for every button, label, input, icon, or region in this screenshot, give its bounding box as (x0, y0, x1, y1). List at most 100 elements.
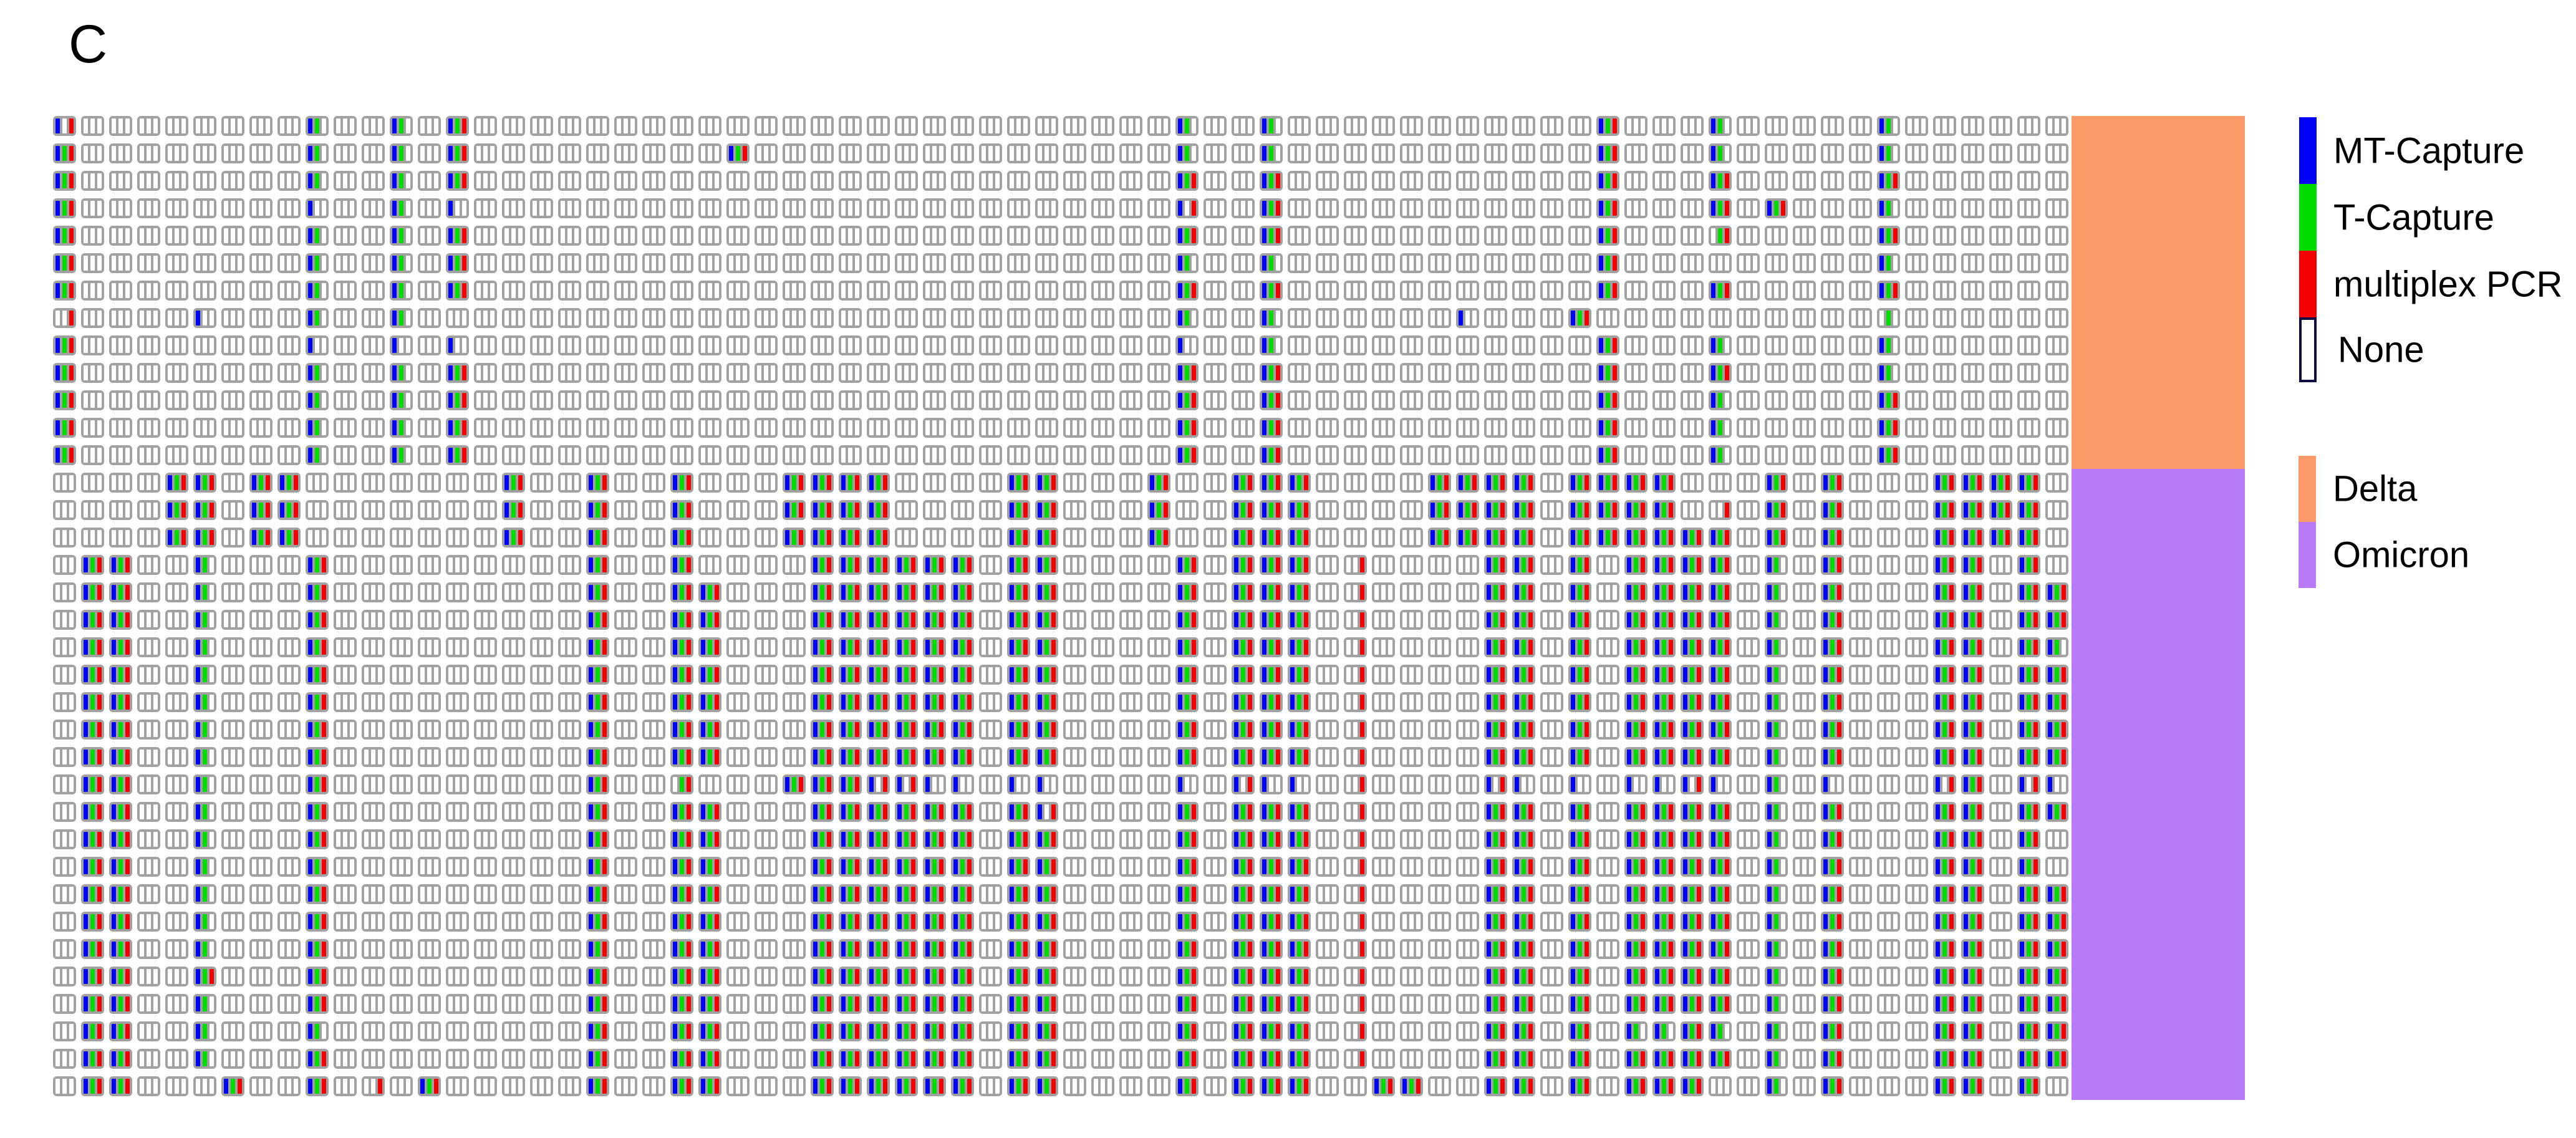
cell-empty-slot (589, 228, 593, 243)
cell-empty-slot (1094, 201, 1098, 216)
cell-stripe (1767, 475, 1772, 490)
grid-cell (249, 473, 273, 493)
cell-empty-slot (2062, 420, 2066, 435)
cell-empty-slot (511, 420, 516, 435)
cell-empty-slot (1921, 557, 1926, 572)
cell-empty-slot (2055, 365, 2059, 380)
cell-stripe (1655, 557, 1659, 572)
grid-cell (1596, 281, 1619, 301)
cell-empty-slot (1437, 557, 1442, 572)
cell-empty-slot (539, 146, 544, 161)
cell-stripe (602, 530, 607, 545)
cell-stripe (1262, 475, 1266, 490)
grid-cell (306, 116, 329, 136)
grid-cell (165, 445, 188, 465)
cell-empty-slot (1157, 256, 1161, 271)
grid-cell (306, 363, 329, 383)
grid-cell (1905, 281, 1928, 301)
grid-cell (1400, 500, 1423, 520)
cell-empty-slot (181, 201, 186, 216)
cell-empty-slot (1010, 283, 1014, 298)
cell-empty-slot (617, 420, 621, 435)
cell-stripe (1297, 557, 1301, 572)
grid-cell (923, 171, 946, 191)
cell-empty-slot (399, 503, 403, 518)
cell-empty-slot (939, 503, 943, 518)
cell-empty-slot (539, 256, 544, 271)
cell-empty-slot (652, 256, 656, 271)
grid-cell (1147, 390, 1170, 410)
grid-cell (811, 473, 834, 493)
cell-empty-slot (1893, 338, 1898, 353)
cell-empty-slot (1746, 557, 1750, 572)
grid-cell (193, 418, 216, 438)
cell-empty-slot (1914, 311, 1919, 325)
grid-cell (1793, 253, 1816, 273)
cell-empty-slot (1416, 530, 1421, 545)
grid-cell (2045, 500, 2068, 520)
cell-empty-slot (1016, 393, 1021, 408)
grid-cell (446, 335, 469, 355)
grid-cell (1232, 116, 1255, 136)
grid-cell (979, 335, 1002, 355)
cell-empty-slot (1662, 146, 1666, 161)
cell-empty-slot (757, 557, 761, 572)
cell-empty-slot (504, 393, 509, 408)
cell-empty-slot (483, 228, 488, 243)
cell-empty-slot (1515, 201, 1519, 216)
cell-empty-slot (876, 118, 880, 133)
cell-empty-slot (1465, 448, 1470, 463)
grid-cell (1933, 500, 1956, 520)
cell-empty-slot (84, 146, 88, 161)
cell-empty-slot (1122, 420, 1126, 435)
cell-empty-slot (427, 228, 432, 243)
grid-cell (811, 198, 834, 218)
cell-stripe (315, 283, 319, 298)
cell-empty-slot (589, 118, 593, 133)
cell-empty-slot (939, 311, 943, 325)
grid-cell (193, 281, 216, 301)
cell-empty-slot (602, 228, 607, 243)
cell-empty-slot (1823, 393, 1828, 408)
cell-empty-slot (1858, 201, 1863, 216)
cell-stripe (799, 503, 803, 518)
grid-cell (755, 335, 778, 355)
cell-empty-slot (673, 365, 677, 380)
cell-empty-slot (175, 365, 179, 380)
cell-empty-slot (378, 557, 382, 572)
grid-cell (109, 308, 132, 328)
cell-empty-slot (1971, 448, 1975, 463)
grid-cell (895, 143, 918, 163)
cell-empty-slot (1276, 256, 1280, 271)
cell-empty-slot (1914, 173, 1919, 188)
grid-cell (1877, 143, 1900, 163)
cell-empty-slot (1550, 146, 1554, 161)
cell-stripe (869, 530, 874, 545)
grid-cell (1961, 308, 1984, 328)
cell-empty-slot (1381, 338, 1386, 353)
cell-stripe (1262, 173, 1266, 188)
grid-cell (530, 281, 553, 301)
cell-empty-slot (1437, 201, 1442, 216)
cell-empty-slot (1556, 146, 1561, 161)
cell-empty-slot (196, 173, 200, 188)
grid-cell (221, 198, 244, 218)
cell-empty-slot (483, 338, 488, 353)
cell-empty-slot (181, 311, 186, 325)
grid-cell (1484, 171, 1507, 191)
cell-empty-slot (1522, 256, 1526, 271)
grid-cell (390, 335, 413, 355)
cell-empty-slot (153, 365, 158, 380)
cell-empty-slot (231, 503, 235, 518)
cell-empty-slot (596, 420, 600, 435)
grid-cell (1344, 281, 1367, 301)
cell-empty-slot (1290, 256, 1295, 271)
grid-cell (306, 143, 329, 163)
grid-cell (109, 555, 132, 575)
cell-empty-slot (1914, 530, 1919, 545)
cell-empty-slot (259, 283, 263, 298)
cell-empty-slot (596, 283, 600, 298)
cell-empty-slot (1739, 256, 1744, 271)
cell-empty-slot (1697, 283, 1701, 298)
grid-cell (1709, 171, 1732, 191)
